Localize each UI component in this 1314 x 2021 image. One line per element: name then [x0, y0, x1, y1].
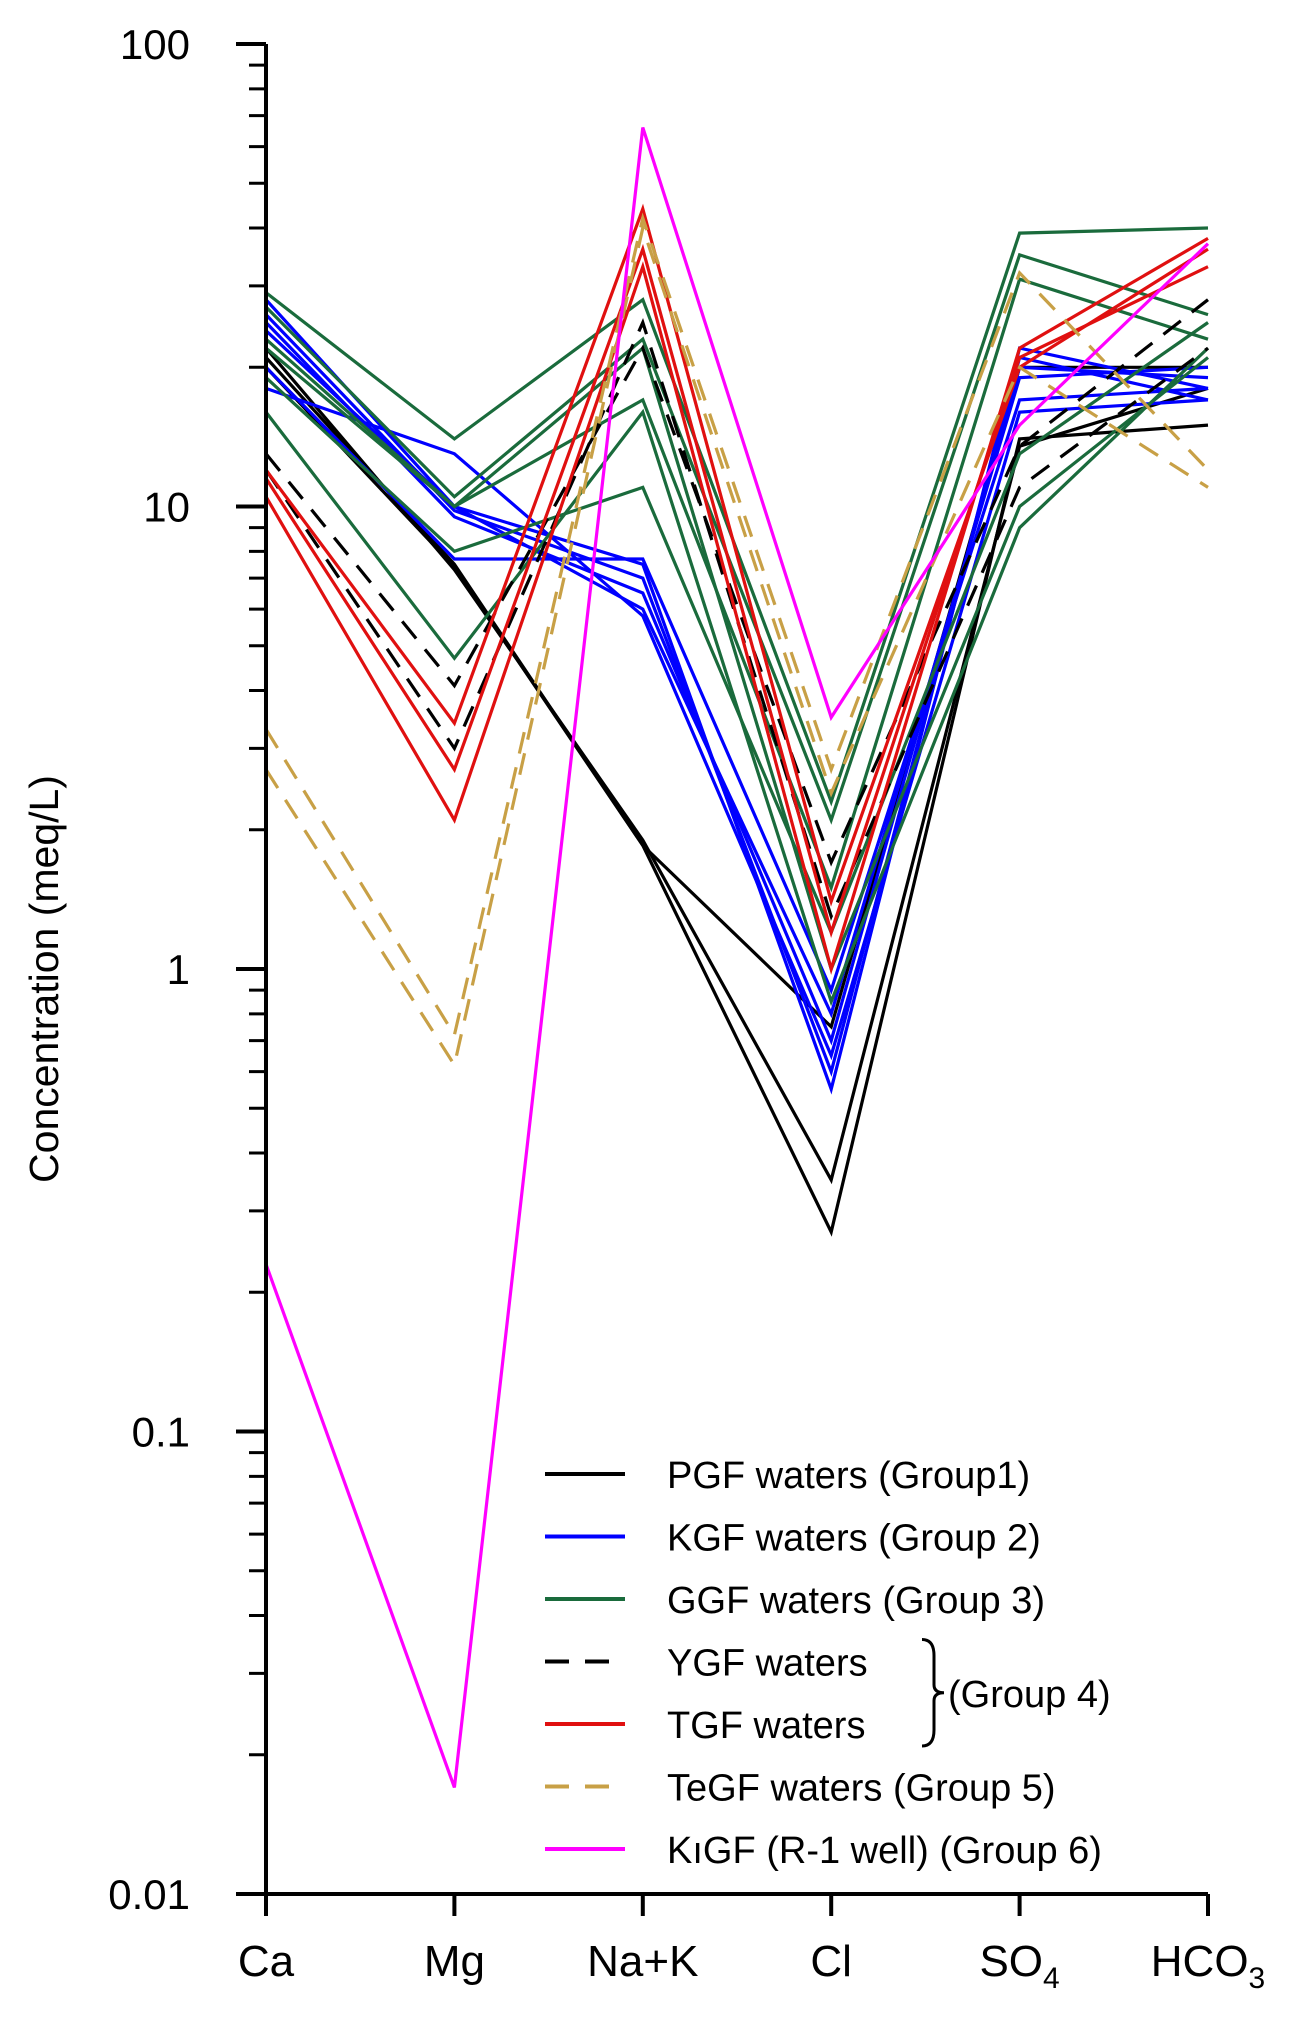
legend-label-ygf: YGF waters: [667, 1643, 868, 1685]
series-line-tgf-19: [264, 237, 1209, 975]
legend-label-tegf: TeGF waters (Group 5): [667, 1768, 1056, 1810]
series-line-tgf-18: [264, 243, 1209, 938]
series-line-pgf-1: [264, 347, 1209, 1185]
y-tick-label: 0.01: [108, 1871, 190, 1918]
series-line-kgf-7: [264, 366, 1209, 995]
y-tick-label: 10: [143, 484, 190, 531]
series-line-pgf-2: [264, 365, 1208, 1030]
legend-label-pgf: PGF waters (Group1): [667, 1455, 1030, 1497]
series-line-tegf-20: [264, 212, 1210, 1040]
x-tick-label: HCO3: [1151, 1937, 1265, 1995]
legend-brace-label: (Group 4): [948, 1674, 1111, 1716]
series-line-tgf-17: [264, 203, 1209, 907]
series-line-kgf-5: [264, 321, 1209, 1046]
series-line-kgf-8: [265, 386, 1209, 1061]
series-line-ggf-10: [264, 252, 1209, 825]
series-line-kigf-22: [264, 127, 1210, 1788]
series-line-ygf-15: [264, 298, 1209, 867]
legend-brace: [921, 1638, 945, 1748]
series-line-ggf-13: [264, 346, 1210, 1007]
x-tick-label: SO4: [979, 1937, 1059, 1995]
legend-label-ggf: GGF waters (Group 3): [667, 1580, 1045, 1622]
series-line-pgf-0: [264, 356, 1209, 1237]
axes-layer: 100 10 1 0.1 0.01 Ca Mg Na+K Cl SO4 HCO3: [108, 21, 1265, 1995]
x-tick-label: Mg: [424, 1937, 485, 1986]
y-tick-label: 1: [167, 946, 190, 993]
y-tick-label: 0.1: [132, 1409, 190, 1456]
x-tick-label: Cl: [810, 1937, 852, 1986]
series-line-ggf-14: [264, 345, 1209, 974]
series-line-tegf-21: [264, 222, 1209, 1070]
series-layer: [264, 127, 1210, 1788]
legend: PGF waters (Group1) KGF waters (Group 2) G…: [545, 1455, 1111, 1872]
x-tick-label: Na+K: [587, 1937, 698, 1986]
legend-label-kigf: KıGF (R-1 well) (Group 6): [667, 1830, 1102, 1872]
x-tick-label: Ca: [238, 1937, 295, 1986]
legend-label-tgf: TGF waters: [667, 1705, 865, 1747]
y-axis-label: Concentration (meq/L): [21, 775, 67, 1183]
legend-label-kgf: KGF waters (Group 2): [667, 1518, 1041, 1560]
y-tick-label: 100: [120, 21, 190, 68]
